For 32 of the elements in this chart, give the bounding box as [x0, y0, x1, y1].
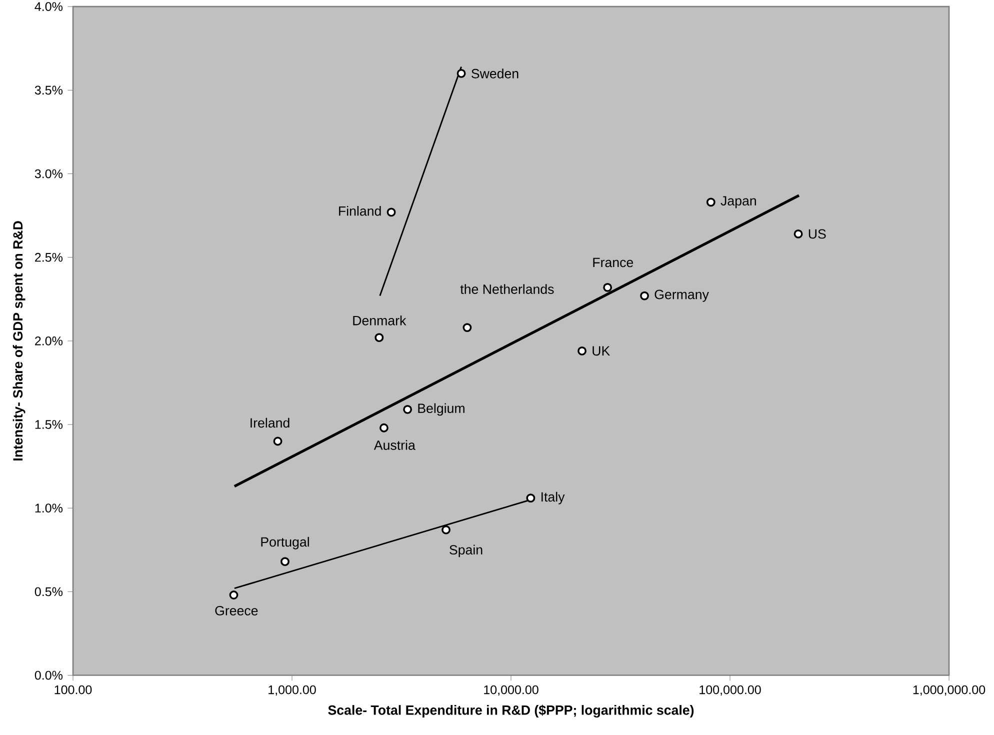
y-axis-title: Intensity- Share of GDP spent on R&D: [12, 221, 26, 460]
y-tick-label: 1.5%: [35, 420, 63, 429]
annotation: Denmark: [353, 316, 406, 326]
y-tick-label: 1.0%: [35, 504, 63, 513]
annotation: Spain: [450, 544, 482, 558]
annotation: UK: [592, 346, 610, 356]
x-tick-label: 100.00: [54, 685, 92, 694]
x-tick-label: 10,000.00: [484, 685, 538, 696]
annotation: Japan: [720, 196, 756, 208]
annotation: Finland: [339, 206, 381, 216]
x-tick-label: 1,000,000.00: [913, 685, 986, 696]
y-tick-label: 0.5%: [34, 587, 63, 596]
annotation: Greece: [215, 606, 258, 616]
annotation: Ireland: [250, 418, 290, 428]
annotation: Germany: [654, 290, 709, 302]
y-tick-label: 0.0%: [34, 670, 63, 680]
annotation: Belgium: [418, 403, 464, 416]
y-tick-label: 2.5%: [35, 252, 63, 262]
y-tick-label: 4.0%: [34, 2, 63, 12]
annotation: US: [808, 229, 826, 239]
annotation: Sweden: [472, 68, 518, 78]
x-tick-label: 1,000.00: [268, 685, 316, 696]
y-tick-label: 2.0%: [35, 336, 63, 346]
annotation: the Netherlands: [460, 284, 554, 294]
y-tick-label: 3.0%: [34, 169, 63, 178]
annotation: Portugal: [261, 536, 309, 550]
x-axis-title: Scale- Total Expenditure in R&D ($PPP; logarithmic scale): [328, 704, 694, 718]
y-tick-label: 3.5%: [34, 86, 63, 95]
annotation: Austria: [374, 440, 416, 450]
annotation: Italy: [542, 492, 565, 504]
x-tick-label: 100,000.00: [700, 685, 761, 696]
annotation: France: [593, 258, 634, 268]
